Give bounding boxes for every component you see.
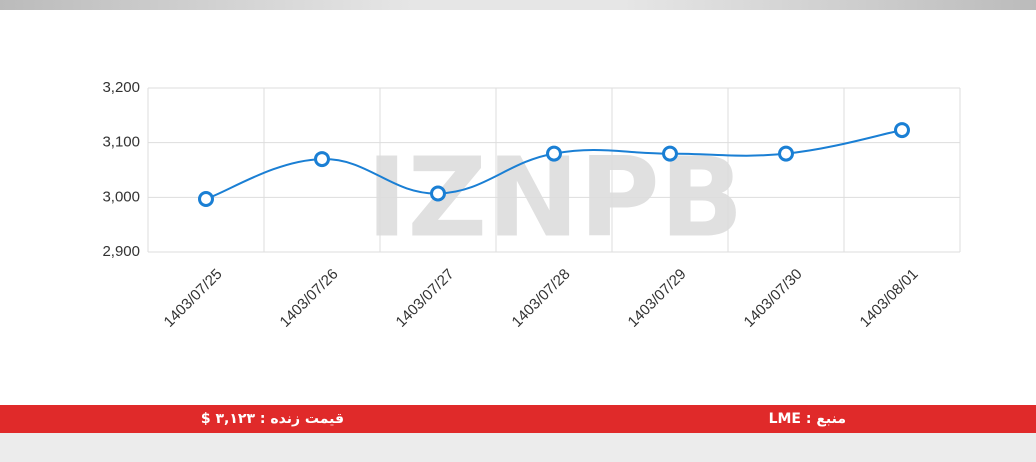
- top-bar: [0, 0, 1036, 10]
- source: منبع : LME: [768, 411, 846, 427]
- y-tick-label: 3,100: [102, 134, 140, 151]
- x-tick-label: 1403/07/25: [161, 266, 226, 331]
- y-tick-label: 3,000: [102, 188, 140, 205]
- x-tick-label: 1403/07/26: [277, 266, 342, 331]
- x-tick-label: 1403/08/01: [857, 266, 922, 331]
- footer: منبع : LME قیمت زنده : ۳,۱۲۳ $: [0, 405, 1036, 433]
- bottom-bar: [0, 433, 1036, 462]
- x-tick-label: 1403/07/29: [625, 266, 690, 331]
- x-tick-label: 1403/07/27: [393, 266, 458, 331]
- point: [662, 145, 678, 162]
- x-tick-label: 1403/07/30: [741, 266, 806, 331]
- point: [314, 151, 330, 168]
- point: [894, 122, 910, 139]
- live-price: قیمت زنده : ۳,۱۲۳ $: [200, 411, 344, 427]
- point: [430, 185, 446, 202]
- point: [546, 145, 562, 162]
- y-tick-label: 2,900: [102, 243, 140, 260]
- point: [778, 145, 794, 162]
- x-tick-label: 1403/07/28: [509, 266, 574, 331]
- point: [198, 190, 214, 207]
- y-tick-label: 3,200: [102, 79, 140, 96]
